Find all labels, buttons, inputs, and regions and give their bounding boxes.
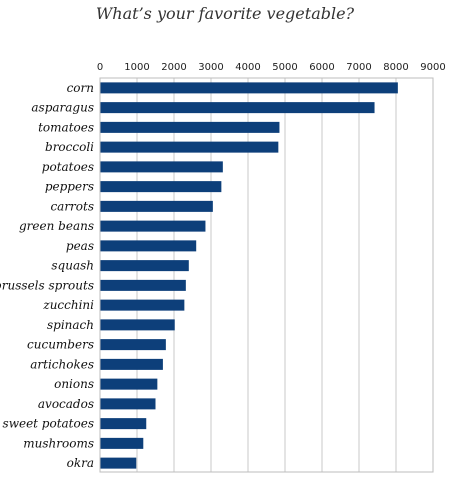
x-tick-label: 8000 bbox=[383, 62, 408, 73]
category-label: sweet potatoes bbox=[3, 417, 94, 431]
bar-cucumbers bbox=[100, 339, 166, 351]
bar-avocados bbox=[100, 398, 156, 410]
bar-okra bbox=[100, 457, 137, 469]
x-tick-label: 5000 bbox=[272, 62, 297, 73]
category-label: cucumbers bbox=[27, 338, 94, 352]
bar-potatoes bbox=[100, 161, 223, 173]
category-label: potatoes bbox=[42, 160, 94, 174]
category-label: avocados bbox=[38, 397, 94, 411]
category-label: onions bbox=[54, 377, 94, 391]
category-label: mushrooms bbox=[23, 436, 94, 450]
category-label: zucchini bbox=[42, 298, 94, 312]
gridlines bbox=[99, 78, 434, 472]
bar-zucchini bbox=[100, 299, 185, 311]
bar-corn bbox=[100, 82, 398, 94]
category-label: green beans bbox=[19, 219, 94, 233]
category-label: tomatoes bbox=[38, 120, 94, 134]
bar-peas bbox=[100, 240, 197, 252]
bar-artichokes bbox=[100, 358, 163, 370]
x-axis-ticks: 0 1000 2000 3000 4000 5000 6000 7000 8000 9000 bbox=[97, 62, 446, 73]
x-tick-label: 1000 bbox=[124, 62, 149, 73]
category-label: peas bbox=[66, 239, 94, 253]
category-label: corn bbox=[67, 81, 94, 95]
x-tick-label: 9000 bbox=[420, 62, 445, 73]
bar-green-beans bbox=[100, 220, 206, 232]
x-tick-label: 0 bbox=[97, 62, 103, 73]
x-tick-label: 4000 bbox=[235, 62, 260, 73]
plot-frame bbox=[99, 77, 434, 473]
bars bbox=[100, 82, 398, 469]
bar-asparagus bbox=[100, 102, 375, 114]
bar-carrots bbox=[100, 200, 213, 212]
bar-mushrooms bbox=[100, 437, 144, 449]
category-label: spinach bbox=[47, 318, 94, 332]
bar-brussels-sprouts bbox=[100, 279, 186, 291]
category-label: squash bbox=[51, 259, 94, 273]
x-tick-label: 7000 bbox=[346, 62, 371, 73]
x-tick-label: 3000 bbox=[198, 62, 223, 73]
x-tick-label: 2000 bbox=[161, 62, 186, 73]
category-labels: corn asparagus tomatoes broccoli potatoes pep… bbox=[0, 81, 94, 470]
category-label: artichokes bbox=[30, 357, 94, 371]
category-label: okra bbox=[67, 456, 94, 470]
category-label: peppers bbox=[45, 180, 94, 194]
bar-broccoli bbox=[100, 141, 279, 153]
category-label: asparagus bbox=[31, 101, 94, 115]
bar-spinach bbox=[100, 319, 175, 331]
category-label: carrots bbox=[50, 199, 94, 213]
bar-sweet-potatoes bbox=[100, 418, 147, 430]
x-tick-label: 6000 bbox=[309, 62, 334, 73]
category-label: brussels sprouts bbox=[0, 278, 94, 292]
bar-squash bbox=[100, 260, 189, 272]
bar-onions bbox=[100, 378, 158, 390]
bar-tomatoes bbox=[100, 121, 280, 133]
chart-title: What’s your favorite vegetable? bbox=[95, 4, 355, 23]
bar-peppers bbox=[100, 181, 222, 193]
category-label: broccoli bbox=[45, 140, 94, 154]
